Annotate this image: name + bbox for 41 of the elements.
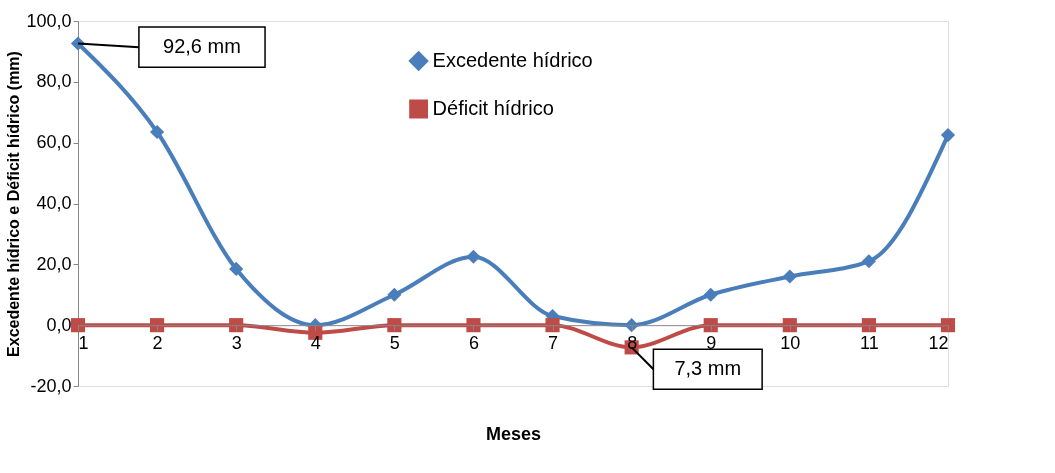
y-tick-label: -20,0 [30,375,72,396]
point [70,318,86,333]
x-tick-label: 11 [860,332,879,353]
x-tick-label: 5 [389,332,400,353]
y-axis-title: Excedente hídrico e Déficit hídrico (mm) [5,51,23,357]
y-tick-label: 40,0 [36,193,72,213]
x-tick-label: 3 [231,332,242,353]
point [861,254,876,269]
y-tick-label: 60,0 [36,132,72,153]
x-tick-label: 12 [928,332,949,353]
point [229,318,244,333]
point [150,318,165,333]
point [229,261,244,276]
point [703,287,718,302]
point [387,287,402,302]
point [782,318,797,333]
x-tick-label: 6 [468,332,479,353]
point [545,318,560,333]
point [387,318,402,333]
point [466,249,481,264]
x-tick-label: 7 [548,332,559,353]
point [466,318,481,333]
annotation: 92,6 mm [163,35,241,58]
point [782,269,797,284]
legend-label: Excedente hídrico [432,49,593,71]
point [940,127,956,143]
x-tick-label: 10 [780,332,801,353]
y-tick-label: 0,0 [46,314,72,335]
y-tick-label: 20,0 [36,253,72,274]
annotation: 7,3 mm [674,357,742,380]
point [150,124,165,140]
legend-label: Déficit hídrico [432,97,554,119]
x-axis-title: Meses [485,423,542,444]
point [940,318,956,333]
x-tick-label: 1 [78,332,89,353]
x-tick-label: 9 [706,332,717,353]
y-tick-label: 100,0 [26,10,72,31]
x-tick-label: 2 [152,332,163,353]
y-tick-label: 80,0 [36,71,72,92]
point [703,318,718,333]
point [861,318,876,333]
